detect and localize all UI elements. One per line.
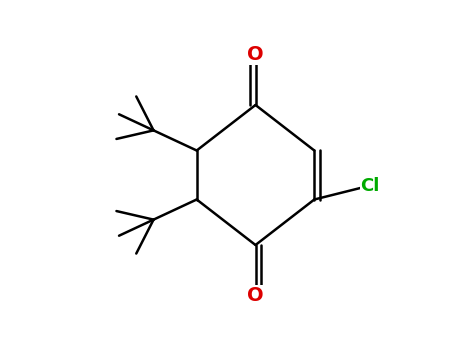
Text: O: O [247, 45, 264, 64]
Text: Cl: Cl [361, 176, 380, 195]
Text: O: O [247, 286, 264, 305]
